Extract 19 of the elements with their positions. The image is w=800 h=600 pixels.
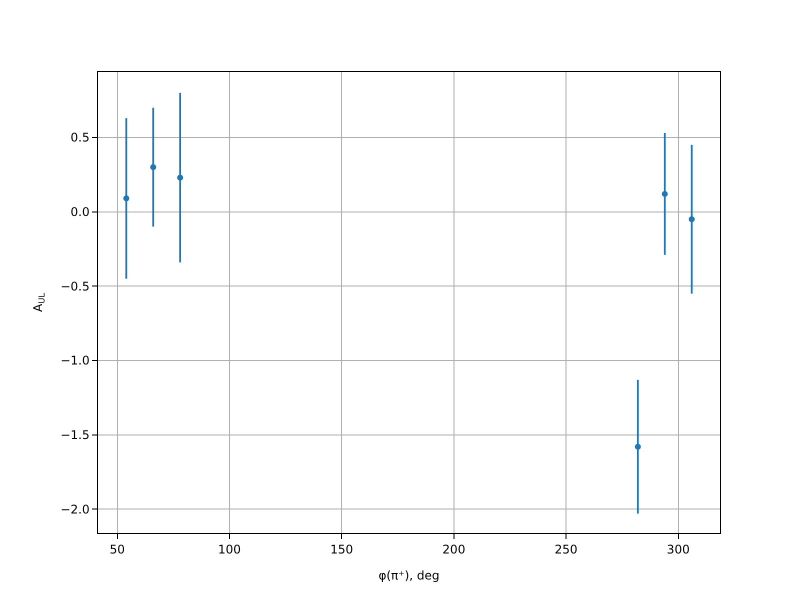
y-tick-label: −1.0: [60, 354, 90, 368]
point: [688, 216, 695, 222]
point: [123, 195, 130, 202]
y-tick-label: −0.5: [60, 279, 90, 294]
y-tick-label: −2.0: [60, 502, 90, 516]
point: [150, 164, 156, 170]
y-tick-label: −1.5: [60, 428, 90, 442]
point: [662, 190, 668, 197]
x-tick-label: 200: [442, 542, 466, 556]
x-tick-label: 100: [218, 542, 241, 556]
x-axis-title: φ(π⁺), deg: [378, 568, 440, 582]
x-tick-label: 50: [110, 542, 125, 556]
point: [634, 444, 641, 450]
x-tick-label: 250: [554, 542, 578, 556]
y-tick-label: 0.0: [70, 204, 90, 219]
x-tick-label: 300: [666, 542, 690, 556]
x-tick-label: 150: [330, 542, 354, 556]
point: [177, 174, 184, 181]
y-tick-label: 0.5: [70, 130, 90, 145]
